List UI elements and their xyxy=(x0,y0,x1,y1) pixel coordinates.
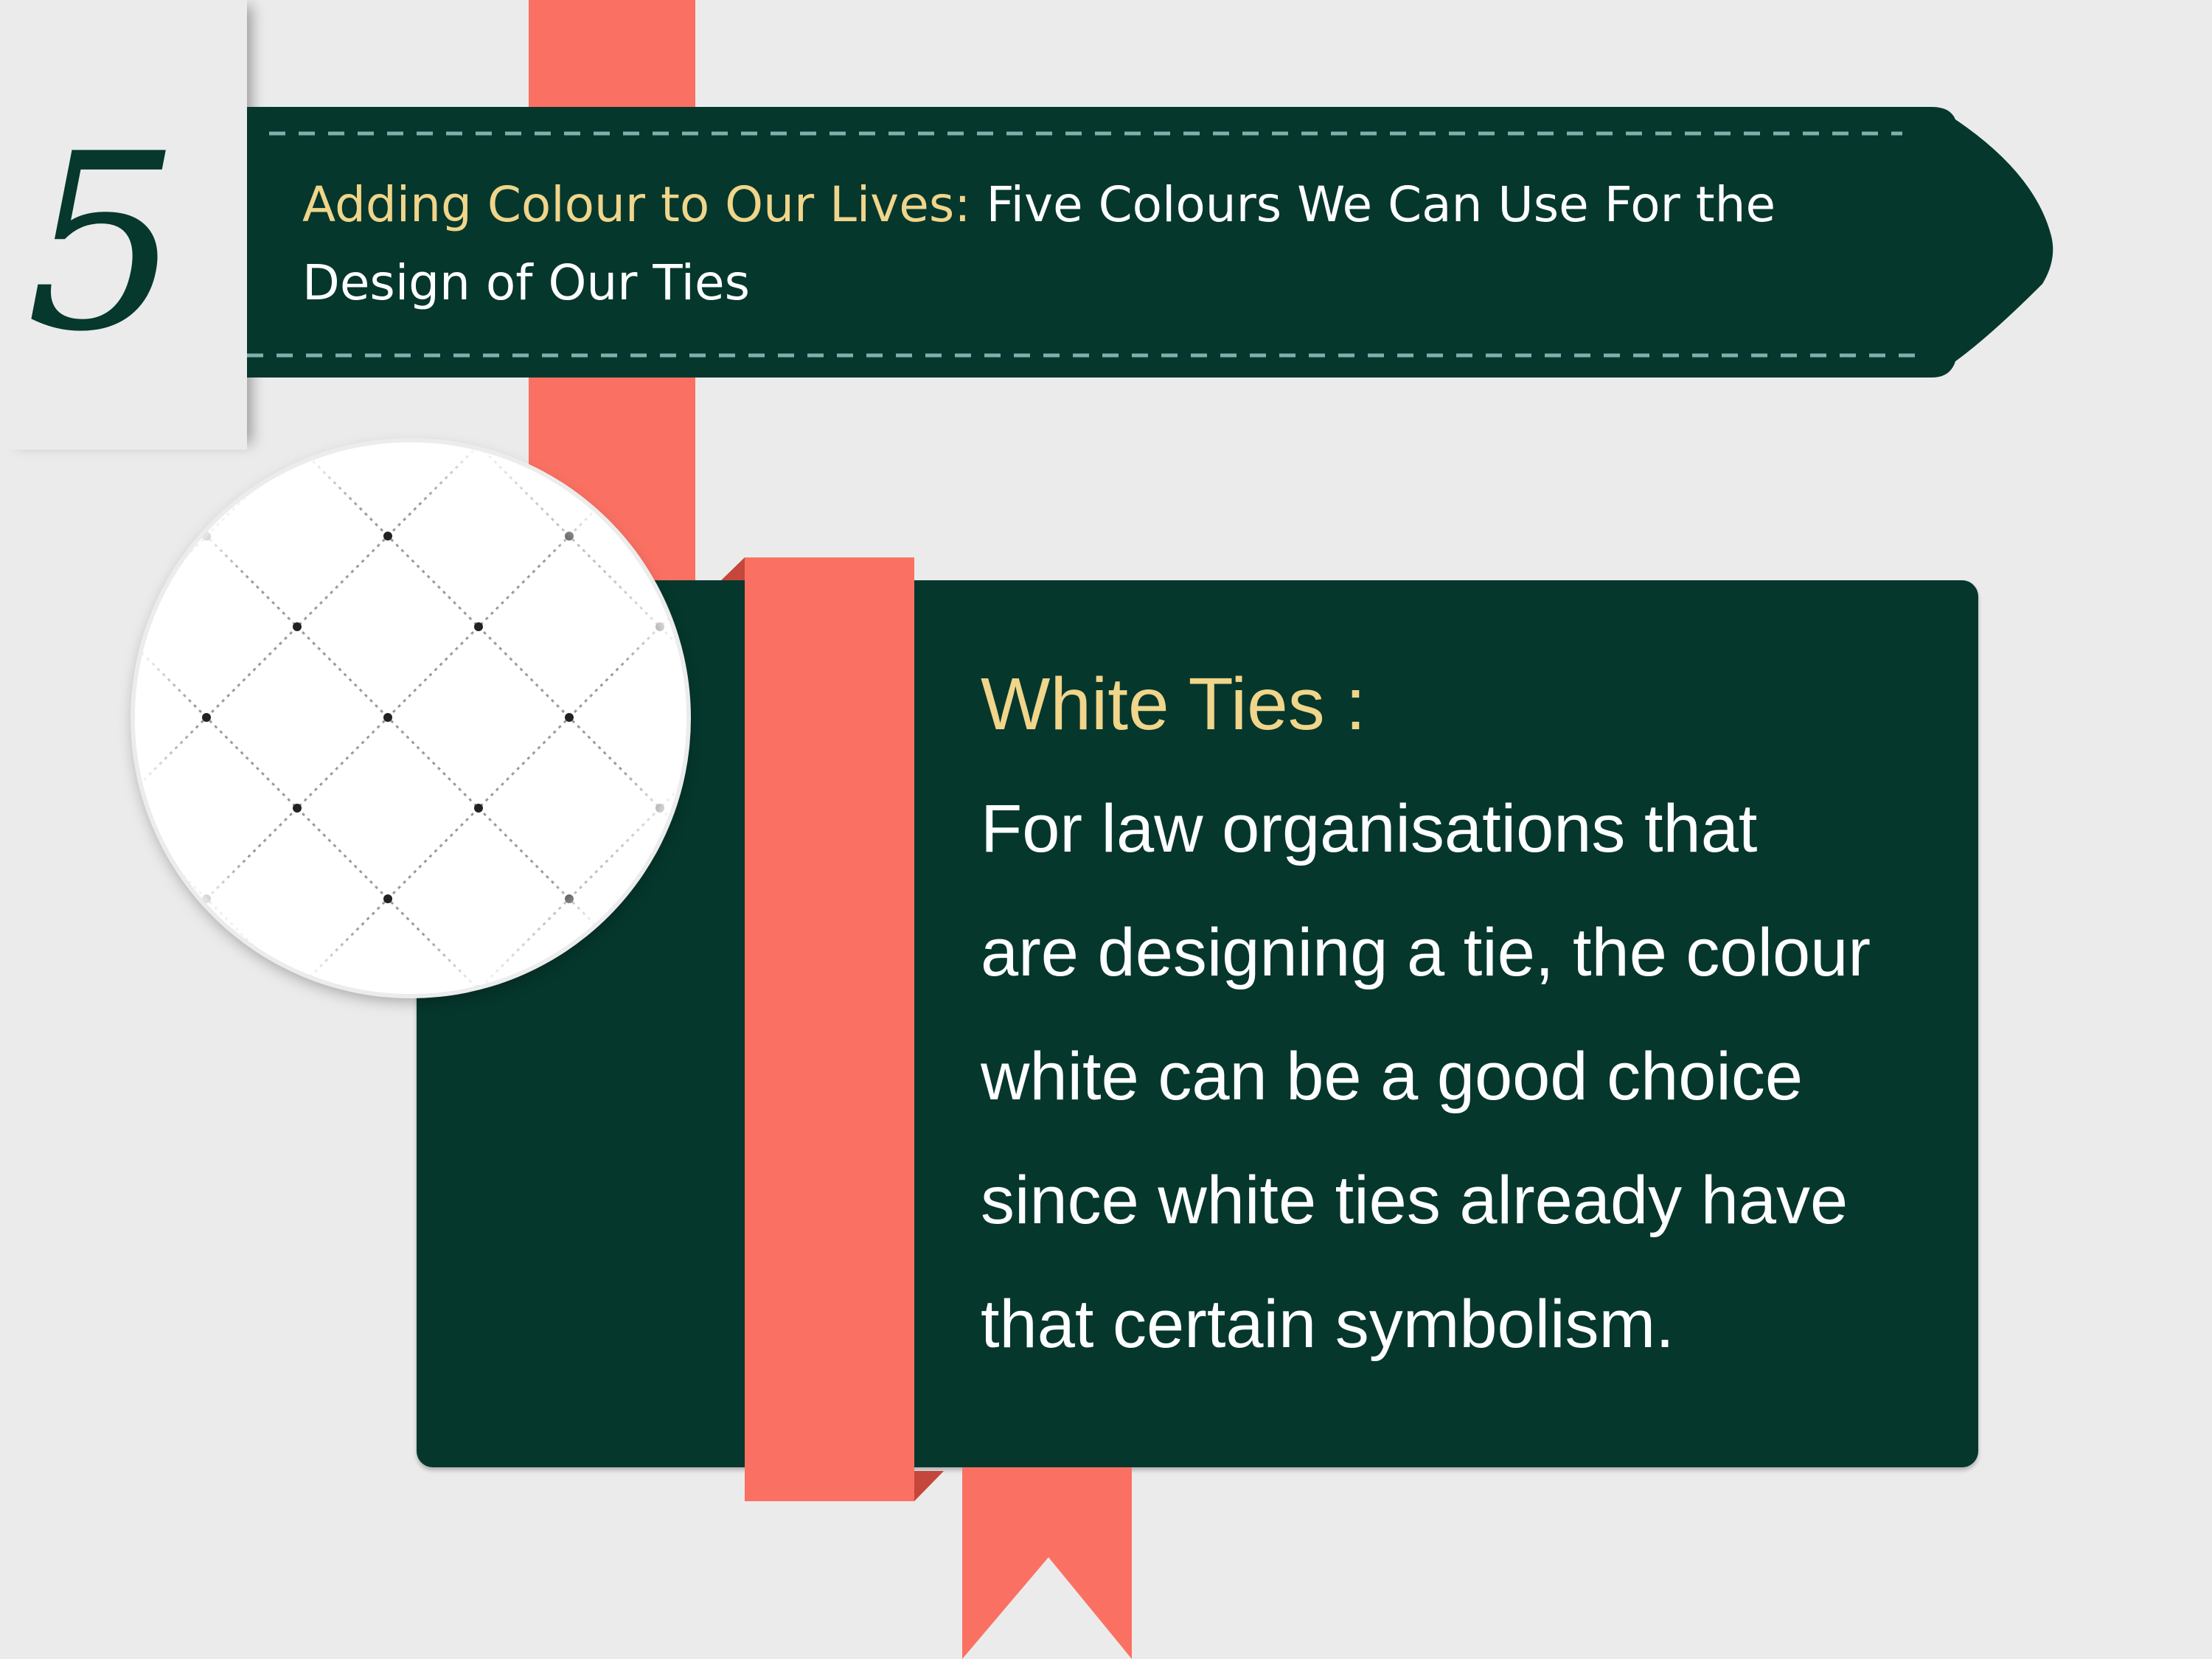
pattern-swatch-icon xyxy=(135,442,686,994)
number-tab xyxy=(0,0,247,450)
card-body-line: are designing a tie, the colour xyxy=(981,915,1871,990)
bookmark-band xyxy=(745,557,914,1501)
card-body-line: since white ties already have xyxy=(981,1163,1848,1238)
banner-title: Adding Colour to Our Lives: Five Colours… xyxy=(302,166,1888,322)
banner-title-accent: Adding Colour to Our Lives: xyxy=(302,176,971,233)
card-heading: White Ties : xyxy=(981,663,1366,745)
diamond-pattern xyxy=(135,442,686,994)
slide-number: 5 xyxy=(26,102,181,385)
bookmark-tail xyxy=(962,1467,1132,1659)
bookmark-fold-top xyxy=(721,557,745,580)
banner-title-line2: Design of Our Ties xyxy=(302,254,750,311)
title-banner xyxy=(247,107,2053,378)
banner-title-rest: Five Colours We Can Use For the xyxy=(970,176,1776,233)
bookmark-fold-bottom xyxy=(914,1471,944,1501)
banner-shape xyxy=(247,107,2053,378)
card-body-line: that certain symbolism. xyxy=(981,1287,1674,1362)
card-body-line: For law organisations that xyxy=(981,791,1758,866)
card-body: For law organisations that are designing… xyxy=(981,767,1969,1386)
card-body-line: white can be a good choice xyxy=(981,1039,1804,1114)
